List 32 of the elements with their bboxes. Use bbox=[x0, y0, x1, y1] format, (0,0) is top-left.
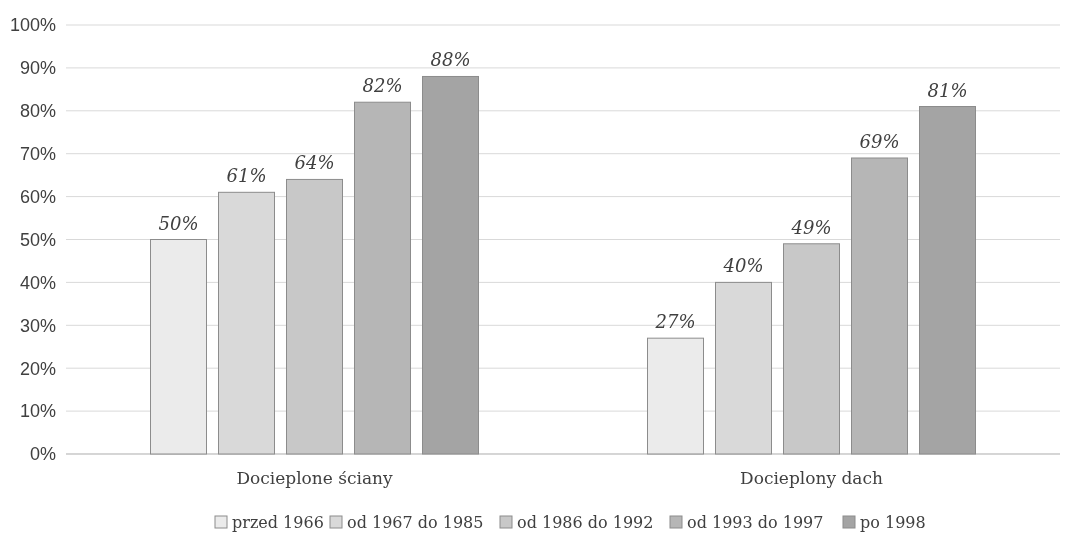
x-tick-label: Docieplony dach bbox=[740, 468, 883, 488]
y-tick-label: 30% bbox=[19, 315, 56, 336]
y-tick-label: 90% bbox=[19, 58, 56, 79]
y-tick-label: 20% bbox=[19, 358, 56, 379]
data-label: 50% bbox=[158, 212, 199, 234]
data-label: 49% bbox=[790, 216, 832, 238]
y-tick-label: 70% bbox=[19, 144, 56, 164]
legend-label: od 1986 do 1992 bbox=[517, 512, 654, 532]
y-tick-label: 60% bbox=[19, 186, 56, 207]
y-tick-label: 10% bbox=[19, 401, 56, 422]
data-label: 69% bbox=[859, 130, 900, 152]
data-label: 82% bbox=[362, 75, 403, 97]
bar bbox=[150, 239, 207, 455]
bar bbox=[647, 337, 704, 455]
data-label: 27% bbox=[654, 311, 696, 333]
data-label: 64% bbox=[294, 152, 335, 174]
legend-label: od 1967 do 1985 bbox=[347, 512, 484, 532]
data-label: 40% bbox=[722, 255, 764, 277]
data-label: 81% bbox=[927, 79, 968, 101]
y-tick-label: 100% bbox=[9, 15, 56, 36]
y-tick-label: 80% bbox=[19, 101, 56, 122]
y-tick-label: 0% bbox=[29, 444, 56, 465]
legend-label: od 1993 do 1997 bbox=[687, 512, 824, 532]
legend-label: po 1998 bbox=[860, 512, 926, 532]
legend-label: przed 1966 bbox=[232, 512, 324, 532]
bar bbox=[919, 106, 976, 455]
data-label: 61% bbox=[226, 165, 267, 187]
data-label: 88% bbox=[430, 49, 471, 71]
y-tick-label: 40% bbox=[19, 272, 56, 293]
y-tick-label: 50% bbox=[19, 229, 56, 250]
bar bbox=[422, 75, 479, 455]
x-tick-label: Docieplone ściany bbox=[236, 468, 393, 488]
